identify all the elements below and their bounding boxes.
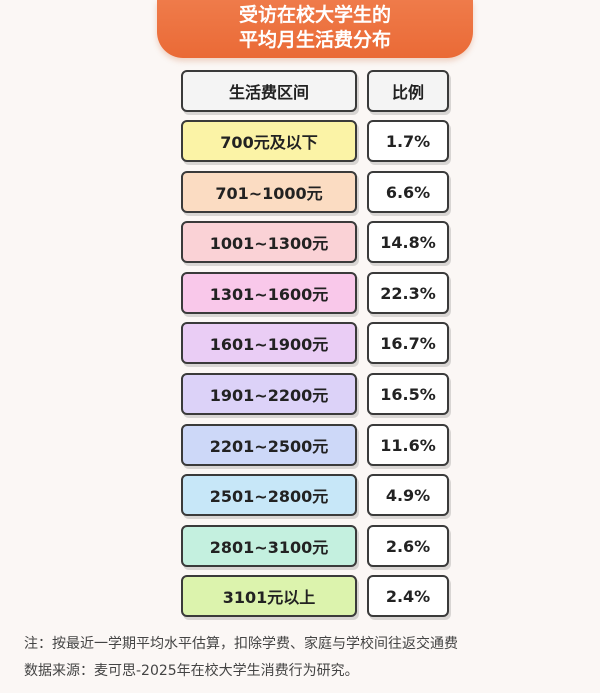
header-ratio: 比例 <box>367 70 449 112</box>
range-label: 3101元以上 <box>181 575 357 617</box>
ratio-value: 11.6% <box>367 424 449 466</box>
distribution-table: 生活费区间 比例 700元及以下 1.7% 701~1000元 6.6% 1001~13… <box>181 70 449 617</box>
header-range: 生活费区间 <box>181 70 357 112</box>
ratio-value: 22.3% <box>367 272 449 314</box>
footnote: 注：按最近一学期平均水平估算，扣除学费、家庭与学校间往返交通费 <box>24 636 458 652</box>
ratio-value: 16.7% <box>367 322 449 364</box>
ratio-value: 14.8% <box>367 221 449 263</box>
ratio-value: 6.6% <box>367 171 449 213</box>
range-label: 1001~1300元 <box>181 221 357 263</box>
ratio-value: 2.6% <box>367 525 449 567</box>
range-label: 2501~2800元 <box>181 474 357 516</box>
range-label: 1601~1900元 <box>181 322 357 364</box>
range-label: 701~1000元 <box>181 171 357 213</box>
range-label: 1901~2200元 <box>181 373 357 415</box>
data-source: 数据来源：麦可思-2025年在校大学生消费行为研究。 <box>24 663 359 679</box>
chart-title-line-1: 受访在校大学生的 <box>238 4 391 26</box>
range-label: 2801~3100元 <box>181 525 357 567</box>
range-label: 2201~2500元 <box>181 424 357 466</box>
range-label: 700元及以下 <box>181 120 357 162</box>
ratio-value: 16.5% <box>367 373 449 415</box>
ratio-value: 2.4% <box>367 575 449 617</box>
ratio-value: 4.9% <box>367 474 449 516</box>
title-banner: 受访在校大学生的 平均月生活费分布 <box>157 0 473 58</box>
range-label: 1301~1600元 <box>181 272 357 314</box>
chart-title-line-2: 平均月生活费分布 <box>238 29 391 51</box>
ratio-value: 1.7% <box>367 120 449 162</box>
